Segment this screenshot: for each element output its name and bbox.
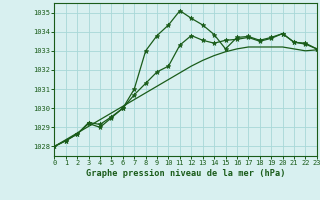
X-axis label: Graphe pression niveau de la mer (hPa): Graphe pression niveau de la mer (hPa): [86, 169, 285, 178]
